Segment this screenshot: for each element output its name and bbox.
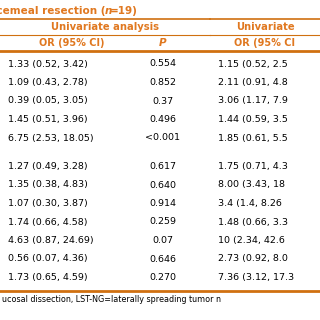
Text: <0.001: <0.001 bbox=[146, 133, 180, 142]
Text: 0.496: 0.496 bbox=[149, 115, 177, 124]
Text: 0.39 (0.05, 3.05): 0.39 (0.05, 3.05) bbox=[8, 97, 88, 106]
Text: OR (95% CI): OR (95% CI) bbox=[39, 38, 105, 48]
Text: Univariate: Univariate bbox=[236, 22, 294, 32]
Text: 4.63 (0.87, 24.69): 4.63 (0.87, 24.69) bbox=[8, 236, 94, 245]
Text: 1.07 (0.30, 3.87): 1.07 (0.30, 3.87) bbox=[8, 199, 88, 208]
Text: n: n bbox=[105, 6, 112, 16]
Text: 0.259: 0.259 bbox=[149, 218, 177, 227]
Text: 0.640: 0.640 bbox=[149, 180, 177, 189]
Text: 1.48 (0.66, 3.3: 1.48 (0.66, 3.3 bbox=[218, 218, 288, 227]
Text: 0.37: 0.37 bbox=[152, 97, 173, 106]
Text: 1.85 (0.61, 5.5: 1.85 (0.61, 5.5 bbox=[218, 133, 288, 142]
Text: 1.75 (0.71, 4.3: 1.75 (0.71, 4.3 bbox=[218, 162, 288, 171]
Text: 1.73 (0.65, 4.59): 1.73 (0.65, 4.59) bbox=[8, 273, 88, 282]
Text: 0.270: 0.270 bbox=[149, 273, 177, 282]
Text: Piecemeal resection (: Piecemeal resection ( bbox=[0, 6, 105, 16]
Text: 1.45 (0.51, 3.96): 1.45 (0.51, 3.96) bbox=[8, 115, 88, 124]
Text: 1.15 (0.52, 2.5: 1.15 (0.52, 2.5 bbox=[218, 60, 288, 68]
Text: 1.33 (0.52, 3.42): 1.33 (0.52, 3.42) bbox=[8, 60, 88, 68]
Text: 3.06 (1.17, 7.9: 3.06 (1.17, 7.9 bbox=[218, 97, 288, 106]
Text: 3.4 (1.4, 8.26: 3.4 (1.4, 8.26 bbox=[218, 199, 282, 208]
Text: 1.27 (0.49, 3.28): 1.27 (0.49, 3.28) bbox=[8, 162, 88, 171]
Text: ucosal dissection, LST-NG=laterally spreading tumor n: ucosal dissection, LST-NG=laterally spre… bbox=[2, 295, 221, 305]
Text: 6.75 (2.53, 18.05): 6.75 (2.53, 18.05) bbox=[8, 133, 94, 142]
Text: 0.554: 0.554 bbox=[149, 60, 177, 68]
Text: 0.56 (0.07, 4.36): 0.56 (0.07, 4.36) bbox=[8, 254, 88, 263]
Text: OR (95% CI: OR (95% CI bbox=[235, 38, 295, 48]
Text: 0.617: 0.617 bbox=[149, 162, 177, 171]
Text: 2.11 (0.91, 4.8: 2.11 (0.91, 4.8 bbox=[218, 78, 288, 87]
Text: 1.35 (0.38, 4.83): 1.35 (0.38, 4.83) bbox=[8, 180, 88, 189]
Text: 1.74 (0.66, 4.58): 1.74 (0.66, 4.58) bbox=[8, 218, 87, 227]
Text: 7.36 (3.12, 17.3: 7.36 (3.12, 17.3 bbox=[218, 273, 294, 282]
Text: 10 (2.34, 42.6: 10 (2.34, 42.6 bbox=[218, 236, 285, 245]
Text: 8.00 (3.43, 18: 8.00 (3.43, 18 bbox=[218, 180, 285, 189]
Text: 0.07: 0.07 bbox=[153, 236, 173, 245]
Text: P: P bbox=[159, 38, 167, 48]
Text: Univariate analysis: Univariate analysis bbox=[51, 22, 159, 32]
Text: 1.09 (0.43, 2.78): 1.09 (0.43, 2.78) bbox=[8, 78, 88, 87]
Text: =19): =19) bbox=[110, 6, 138, 16]
Text: 2.73 (0.92, 8.0: 2.73 (0.92, 8.0 bbox=[218, 254, 288, 263]
Text: 0.914: 0.914 bbox=[149, 199, 177, 208]
Text: 0.646: 0.646 bbox=[149, 254, 177, 263]
Text: 0.852: 0.852 bbox=[149, 78, 177, 87]
Text: 1.44 (0.59, 3.5: 1.44 (0.59, 3.5 bbox=[218, 115, 288, 124]
